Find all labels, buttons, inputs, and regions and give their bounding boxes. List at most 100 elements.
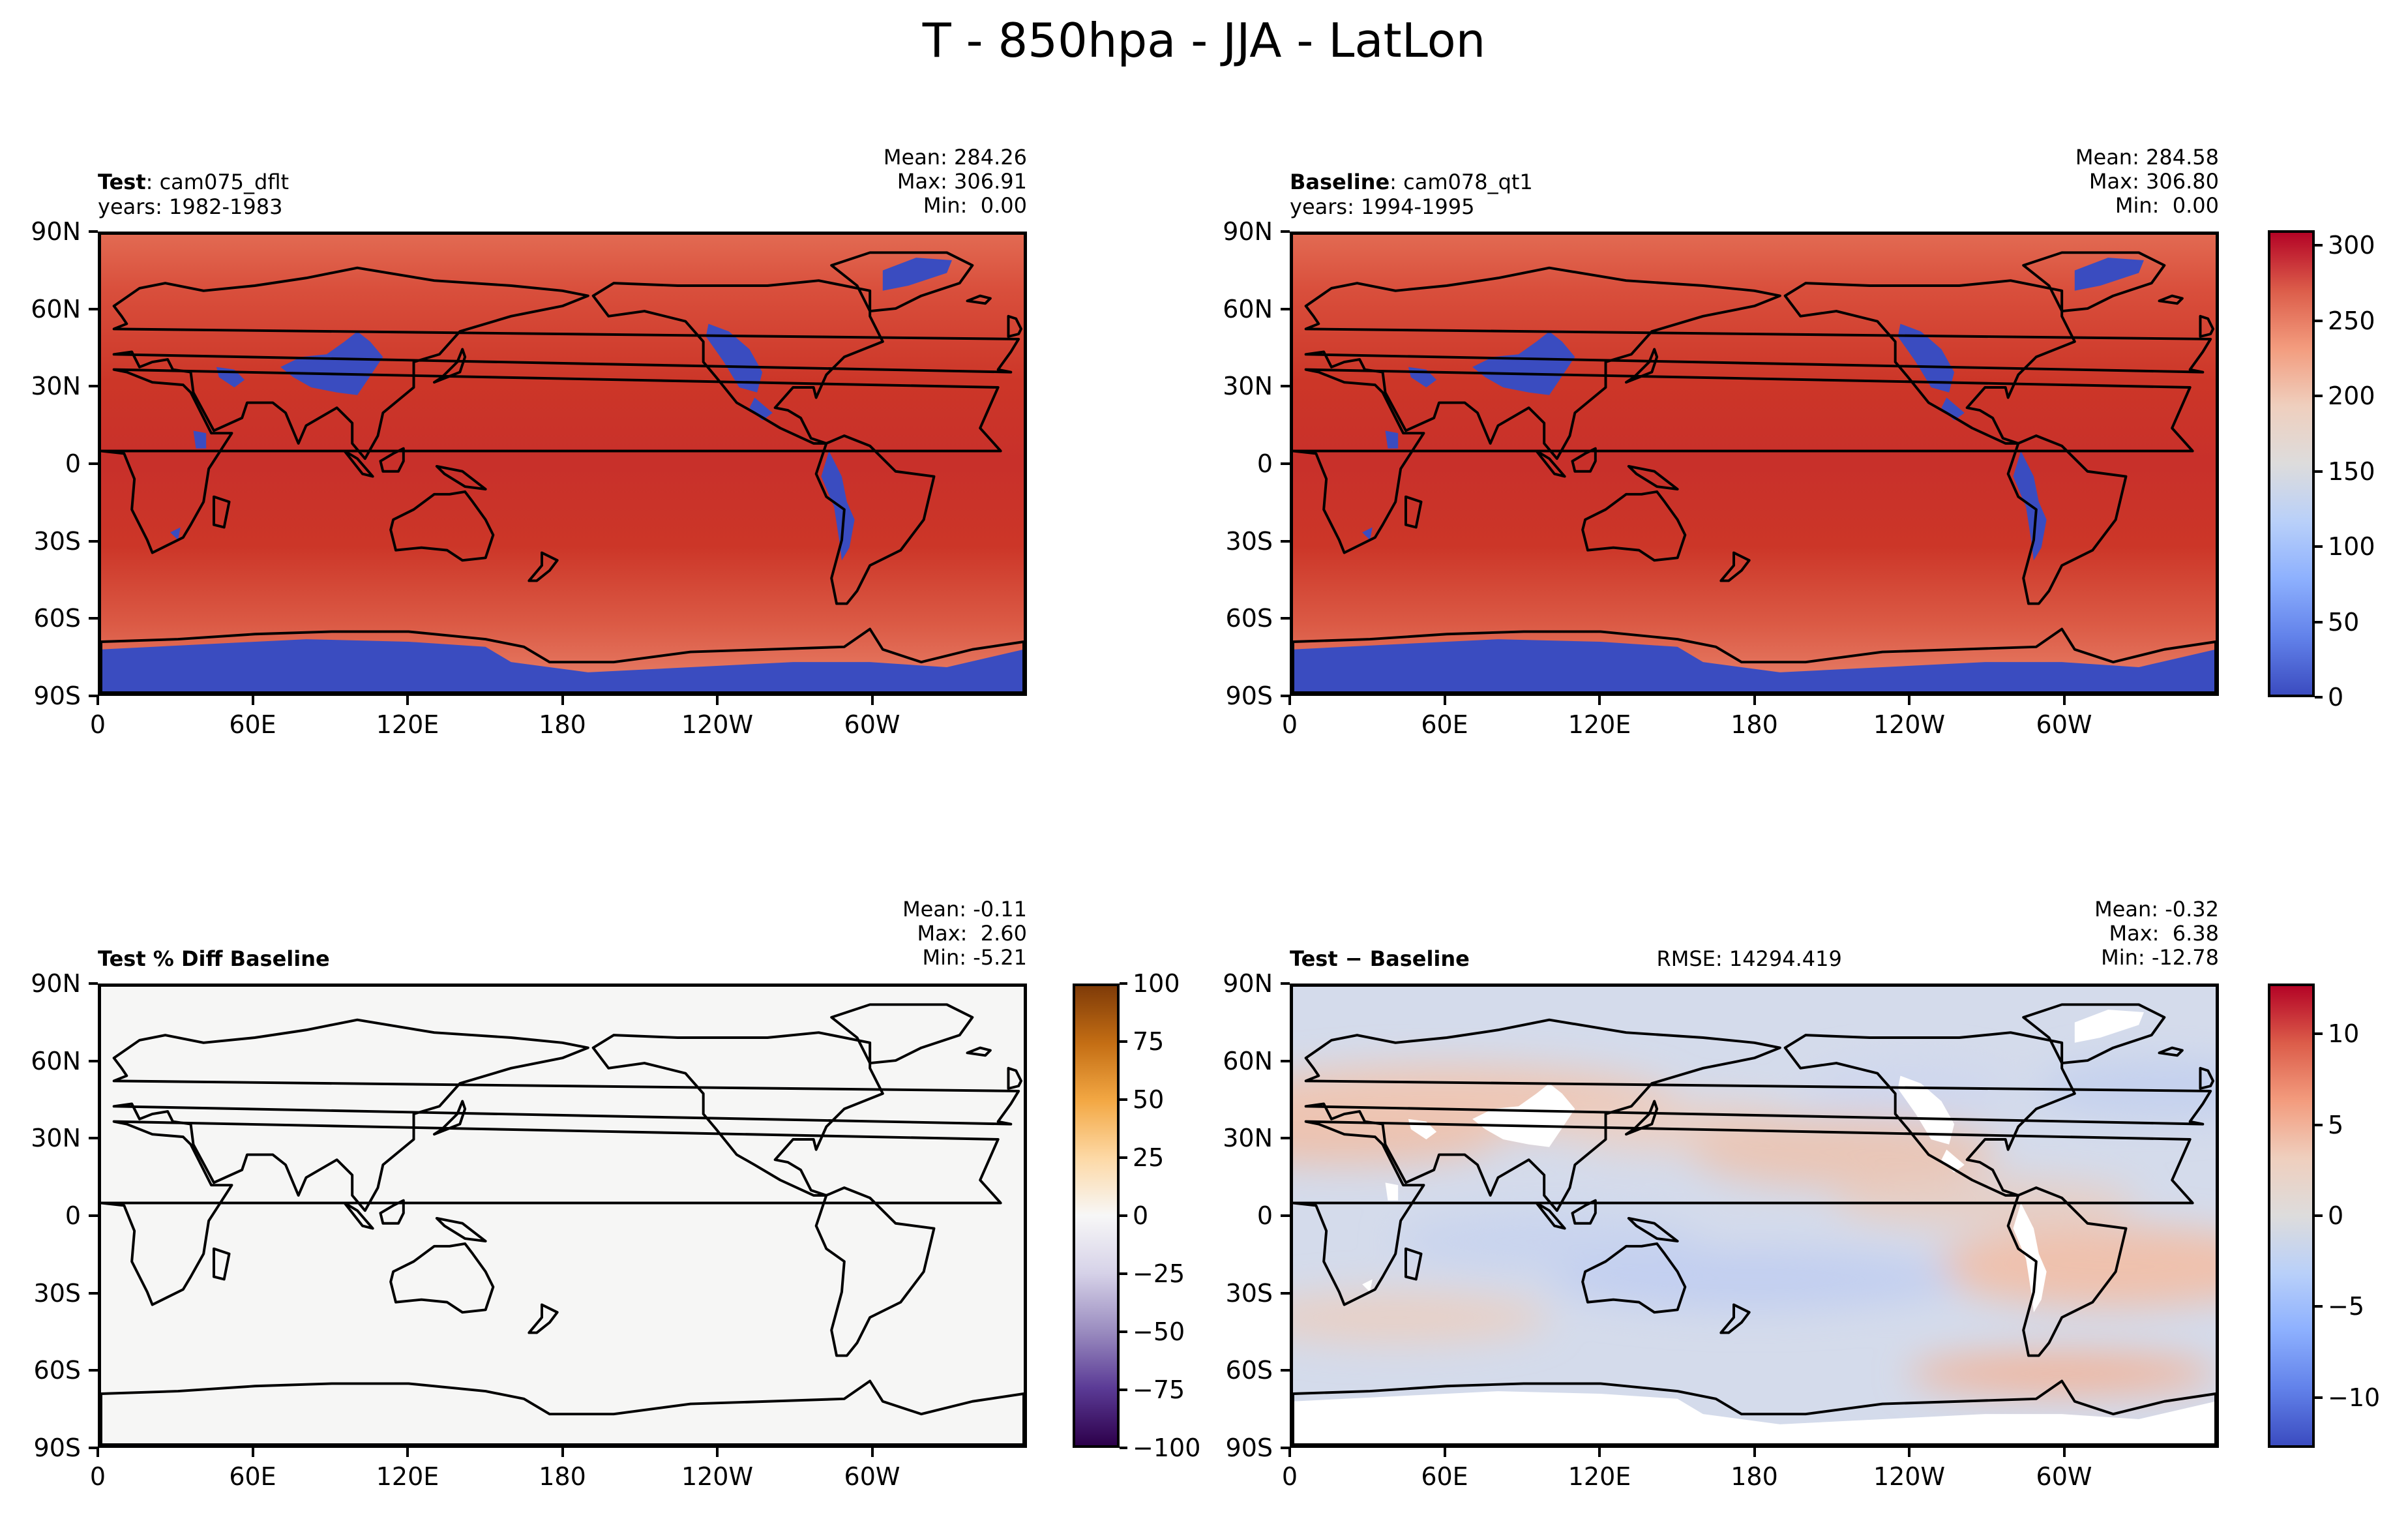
map-top-right [1290, 232, 2219, 696]
map-svg [1293, 235, 2216, 693]
coastline-borneo [1571, 447, 1597, 473]
coastline-greenland [830, 1003, 974, 1065]
x-tick-mark [1288, 696, 1291, 705]
y-tick-mark [89, 539, 98, 543]
x-tick-mark [1443, 1448, 1446, 1457]
y-tick-label: 0 [65, 1201, 81, 1230]
y-tick-label: 0 [1256, 449, 1273, 478]
colorbar-tick-mark [2315, 395, 2323, 398]
panel-title-bold: Test % Diff Baseline [98, 946, 330, 971]
panel-title: Test % Diff Baseline [98, 947, 330, 970]
coastline-greenland [830, 251, 974, 313]
coastline-australia [1581, 1242, 1687, 1314]
x-tick-mark [251, 1448, 254, 1457]
map-bottom-right [1290, 984, 2219, 1448]
x-tick-label: 180 [1731, 710, 1778, 739]
y-tick-mark [89, 617, 98, 620]
y-tick-label: 30S [1225, 526, 1273, 556]
y-tick-mark [89, 1137, 98, 1140]
coastline-uk [1007, 314, 1023, 338]
x-tick-label: 0 [1281, 710, 1298, 739]
colorbar-tick-label: −100 [1133, 1434, 1201, 1462]
y-tick-mark [1281, 307, 1290, 310]
map-svg [101, 987, 1024, 1445]
stat-line: Max: 2.60 [917, 921, 1027, 946]
masked-antarctica [1293, 1391, 2216, 1445]
y-tick-label: 30S [33, 1278, 81, 1308]
x-tick-mark [406, 1448, 409, 1457]
y-tick-mark [1281, 1059, 1290, 1062]
colorbar-tick-label: 75 [1133, 1027, 1165, 1056]
cold-region-ethiopia [1385, 430, 1399, 449]
x-tick-mark [97, 1448, 99, 1457]
coastline-namerica [1783, 279, 2076, 445]
panel-title-bold: Test − Baseline [1290, 946, 1470, 971]
y-tick-label: 60S [33, 604, 81, 633]
x-tick-label: 120W [1873, 1462, 1946, 1491]
colorbar-tick-mark [2315, 1305, 2323, 1308]
colorbar-tick-mark [2315, 620, 2323, 623]
coastline-uk [2199, 1066, 2215, 1090]
x-tick-label: 60E [1421, 710, 1468, 739]
colorbar-tick-mark [1120, 982, 1127, 985]
y-tick-label: 60S [1225, 604, 1273, 633]
coastline-africa [1293, 1120, 2194, 1306]
x-tick-label: 60W [844, 1462, 900, 1491]
cold-region-andes [821, 451, 855, 561]
x-tick-mark [1753, 696, 1756, 705]
colorbar-tick-mark [1120, 1214, 1127, 1217]
colorbar-tick-mark [1120, 1272, 1127, 1275]
y-tick-label: 30S [33, 526, 81, 556]
colorbar-tick-label: 100 [1133, 969, 1180, 998]
colorbar-tick-label: 100 [2328, 532, 2375, 562]
x-tick-label: 60W [844, 710, 900, 739]
y-tick-mark [89, 307, 98, 310]
coastline-uk [1007, 1066, 1023, 1090]
y-tick-label: 60N [31, 1046, 81, 1075]
colorbar-tick-label: −5 [2328, 1292, 2365, 1321]
y-tick-mark [89, 1447, 98, 1449]
coastline-antarctica [1293, 1379, 2216, 1445]
figure-title: T - 850hpa - JJA - LatLon [922, 13, 1486, 68]
diff-blobs [1293, 1058, 2216, 1394]
y-tick-mark [1281, 1447, 1290, 1449]
coastline-iceland [966, 1046, 992, 1057]
coastline-samerica [814, 1186, 936, 1357]
y-tick-mark [1281, 617, 1290, 620]
colorbar-tick-mark [2315, 1396, 2323, 1399]
masked-iran [1408, 1119, 1437, 1139]
x-tick-label: 120E [1568, 710, 1631, 739]
colorbar-tick-mark [1120, 1389, 1127, 1391]
colorbar-tick-label: −10 [2328, 1383, 2381, 1412]
y-tick-mark [1281, 1214, 1290, 1217]
coastline-sumatra [343, 1201, 374, 1230]
colorbar-tick-label: 150 [2328, 457, 2375, 486]
coastline-eurasia [1304, 1018, 2212, 1212]
x-tick-mark [716, 696, 719, 705]
colorbar-tick-mark [2315, 470, 2323, 473]
cold-region-mexico [1941, 397, 1965, 421]
x-tick-label: 60W [2036, 710, 2092, 739]
colorbar-tick-mark [1120, 1098, 1127, 1101]
panel-title: Test − Baseline [1290, 947, 1470, 970]
coastline-madagascar [1404, 1247, 1423, 1281]
x-tick-label: 120E [376, 1462, 439, 1491]
x-tick-mark [2062, 696, 2066, 705]
coastline-samerica [814, 434, 936, 605]
map-top-left [98, 232, 1027, 696]
colorbar-tick-label: 5 [2328, 1110, 2344, 1139]
field-background [1293, 235, 2216, 693]
stat-line: Mean: 284.26 [883, 145, 1027, 170]
x-tick-label: 0 [89, 1462, 106, 1491]
y-tick-label: 30N [1223, 372, 1273, 401]
x-tick-mark [561, 1448, 564, 1457]
colorbar-tick-mark [1120, 1156, 1127, 1159]
colorbar-tick-mark [2315, 1214, 2323, 1217]
cold-region-rockies [1897, 323, 1955, 393]
y-tick-label: 30N [31, 372, 81, 401]
field-background [101, 987, 1024, 1445]
y-tick-label: 90S [1225, 682, 1273, 710]
y-tick-label: 90S [33, 682, 81, 710]
coastline-namerica [591, 1031, 884, 1197]
